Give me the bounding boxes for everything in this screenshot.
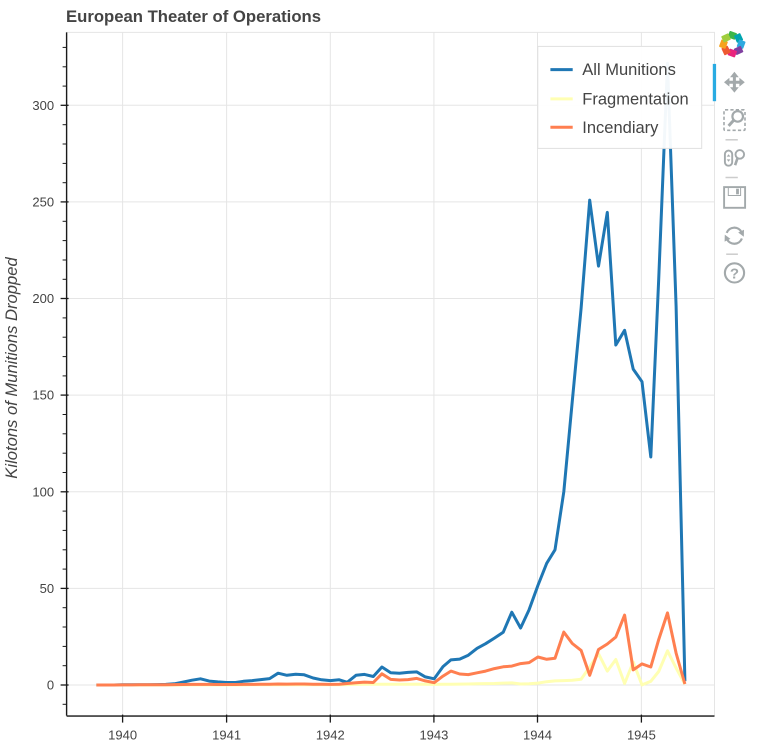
- svg-text:200: 200: [32, 291, 54, 306]
- svg-text:?: ?: [730, 265, 739, 282]
- svg-text:Kilotons of Munitions Dropped: Kilotons of Munitions Dropped: [2, 257, 21, 479]
- svg-text:European Theater of Operations: European Theater of Operations: [66, 7, 321, 26]
- svg-text:0: 0: [47, 678, 54, 693]
- svg-text:50: 50: [40, 581, 54, 596]
- svg-text:1940: 1940: [108, 728, 137, 743]
- svg-text:150: 150: [32, 388, 54, 403]
- svg-text:1942: 1942: [316, 728, 345, 743]
- svg-text:250: 250: [32, 194, 54, 209]
- svg-text:1945: 1945: [627, 728, 656, 743]
- svg-text:Incendiary: Incendiary: [582, 119, 659, 137]
- svg-text:1943: 1943: [419, 728, 448, 743]
- svg-text:1944: 1944: [523, 728, 552, 743]
- svg-text:1941: 1941: [212, 728, 241, 743]
- svg-text:300: 300: [32, 98, 54, 113]
- svg-text:Fragmentation: Fragmentation: [582, 91, 688, 109]
- svg-text:100: 100: [32, 484, 54, 499]
- svg-text:All Munitions: All Munitions: [582, 61, 676, 79]
